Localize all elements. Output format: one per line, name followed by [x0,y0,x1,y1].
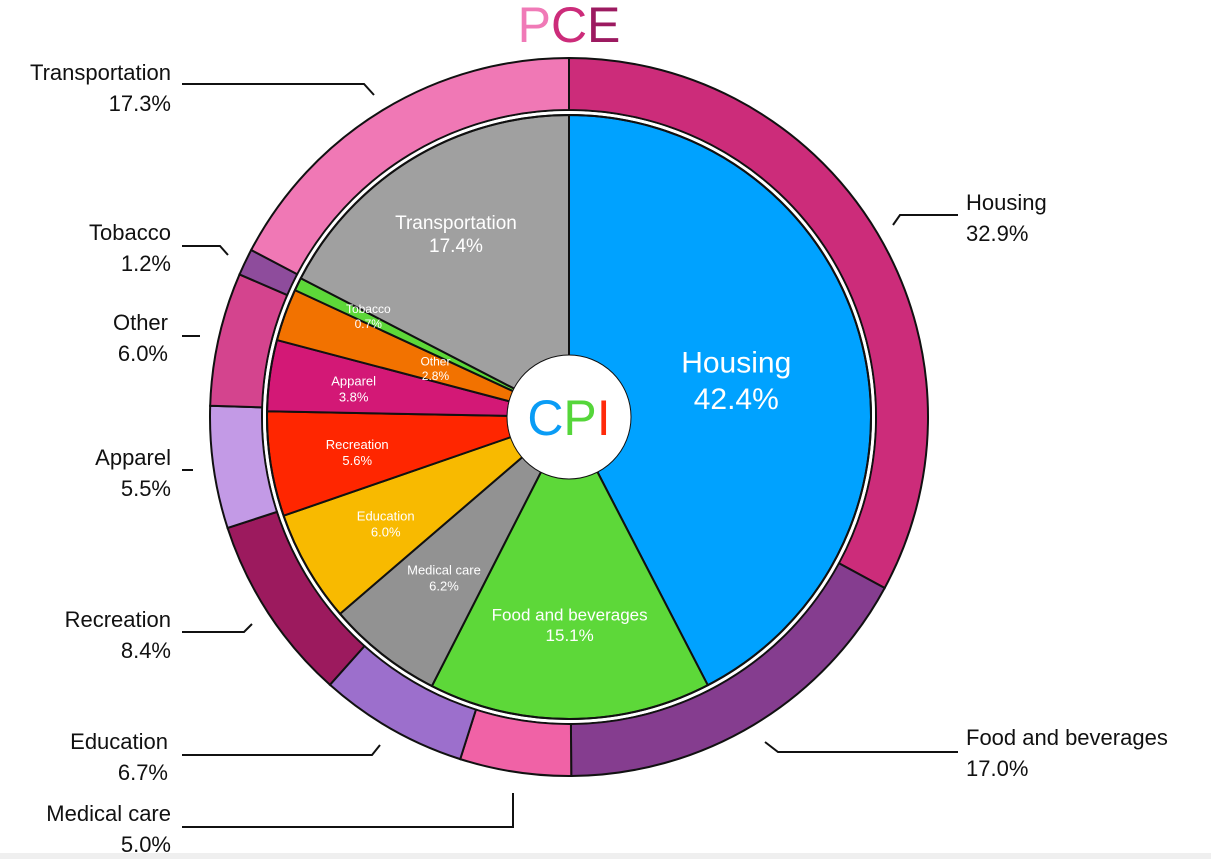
inner-pie [266,114,872,720]
inner-label-value-other: 2.8% [422,369,450,383]
chart-title-letter: E [587,0,620,53]
leader-line-housing [892,214,958,226]
outer-label-name-transportation: Transportation [30,60,171,85]
outer-label-name-other: Other [113,310,168,335]
leader-line-medical-care [182,793,514,828]
leader-line-food-and-beverages [764,741,958,753]
center-title-letter: C [527,390,563,446]
center-hole [506,354,632,480]
outer-label-value-education: 6.7% [118,760,168,785]
inner-label-value-apparel: 3.8% [339,389,369,404]
inner-label-value-food-and-beverages: 15.1% [546,626,594,645]
leader-line-tobacco [182,245,229,256]
leader-line-recreation [182,623,253,633]
inner-label-name-food-and-beverages: Food and beverages [492,605,648,624]
center-title-letter: P [563,390,596,446]
outer-label-name-housing: Housing [966,190,1047,215]
outer-label-name-education: Education [70,729,168,754]
inner-label-name-tobacco: Tobacco [346,302,391,316]
chart-title: PCE [518,0,621,53]
outer-label-value-transportation: 17.3% [109,91,171,116]
outer-label-value-other: 6.0% [118,341,168,366]
inner-label-value-transportation: 17.4% [429,236,483,257]
outer-label-name-tobacco: Tobacco [89,220,171,245]
inner-label-name-recreation: Recreation [326,437,389,452]
inner-label-value-housing: 42.4% [694,383,779,416]
inner-label-name-other: Other [420,354,450,368]
outer-label-name-recreation: Recreation [65,607,171,632]
inner-label-value-recreation: 5.6% [342,453,372,468]
leader-line-transportation [182,83,375,96]
inner-label-name-education: Education [357,509,415,524]
leader-line-education [182,744,381,756]
inner-label-name-transportation: Transportation [395,213,517,234]
outer-label-value-food-and-beverages: 17.0% [966,756,1028,781]
outer-label-value-medical-care: 5.0% [121,832,171,857]
outer-label-name-apparel: Apparel [95,445,171,470]
outer-label-name-food-and-beverages: Food and beverages [966,725,1168,750]
outer-label-name-medical-care: Medical care [46,801,171,826]
inner-label-name-apparel: Apparel [331,373,376,388]
outer-slice-transportation [249,56,570,276]
outer-label-value-housing: 32.9% [966,221,1028,246]
center-title-letter: I [597,390,611,446]
outer-label-value-apparel: 5.5% [121,476,171,501]
chart-title-letter: P [518,0,551,53]
inner-label-value-education: 6.0% [371,525,401,540]
inner-label-name-housing: Housing [681,347,791,380]
inner-label-value-tobacco: 0.7% [355,317,383,331]
chart-title-letter: C [551,0,587,53]
inner-label-name-medical-care: Medical care [407,563,481,578]
inner-label-value-medical-care: 6.2% [429,578,459,593]
inner-pie-border [266,114,872,720]
outer-labels: Housing 32.9% Food and beverages 17.0% Medic… [30,60,1168,857]
outer-label-value-tobacco: 1.2% [121,251,171,276]
outer-ring [209,56,929,777]
bottom-strip [0,853,1211,859]
center-title: CPI [527,390,610,446]
outer-label-value-recreation: 8.4% [121,638,171,663]
